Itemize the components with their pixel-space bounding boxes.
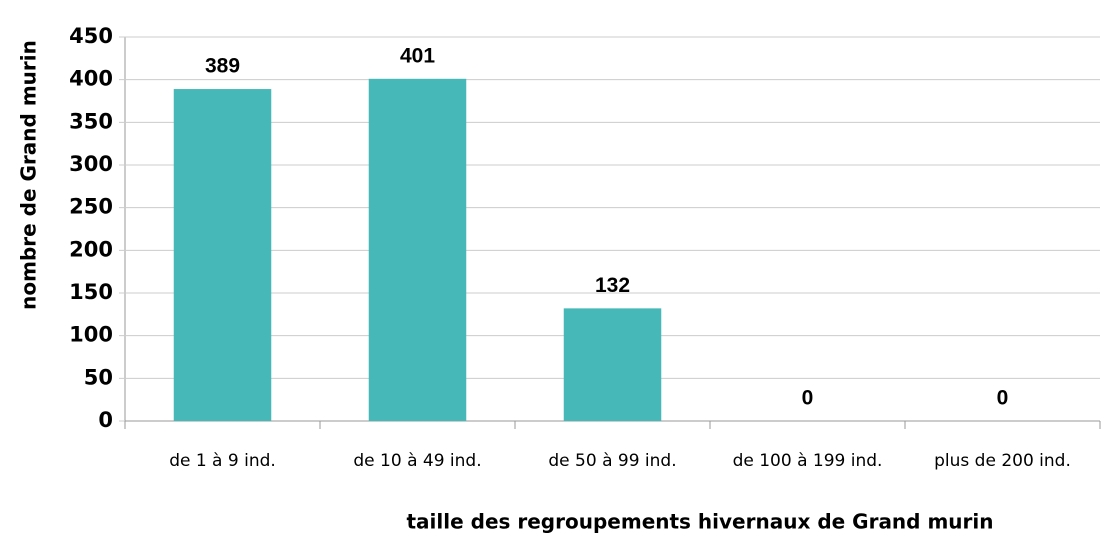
y-tick-label: 300 [69,152,113,176]
y-tick-label: 250 [69,195,113,219]
x-tick-label: de 100 à 199 ind. [733,451,883,471]
y-tick-label: 450 [69,24,113,48]
value-label: 0 [997,387,1009,410]
bar [173,89,272,421]
y-axis-label: nombre de Grand murin [17,40,41,310]
y-tick-label: 100 [69,323,113,347]
y-tick-label: 400 [69,67,113,91]
y-tick-label: 350 [69,109,113,133]
y-tick-label: 50 [84,365,113,389]
x-tick-label: de 1 à 9 ind. [169,451,276,471]
y-tick-label: 0 [98,408,113,432]
bar [563,308,662,421]
y-tick-label: 150 [69,280,113,304]
x-tick-label: plus de 200 ind. [934,451,1071,471]
x-axis-label: taille des regroupements hivernaux de Gr… [406,510,993,534]
x-tick-label: de 10 à 49 ind. [353,451,481,471]
value-label: 401 [400,44,435,67]
value-label: 0 [802,387,814,410]
y-tick-label: 200 [69,237,113,261]
x-tick-label: de 50 à 99 ind. [548,451,676,471]
bar [368,78,467,422]
value-label: 132 [595,274,630,297]
value-label: 389 [205,55,240,78]
